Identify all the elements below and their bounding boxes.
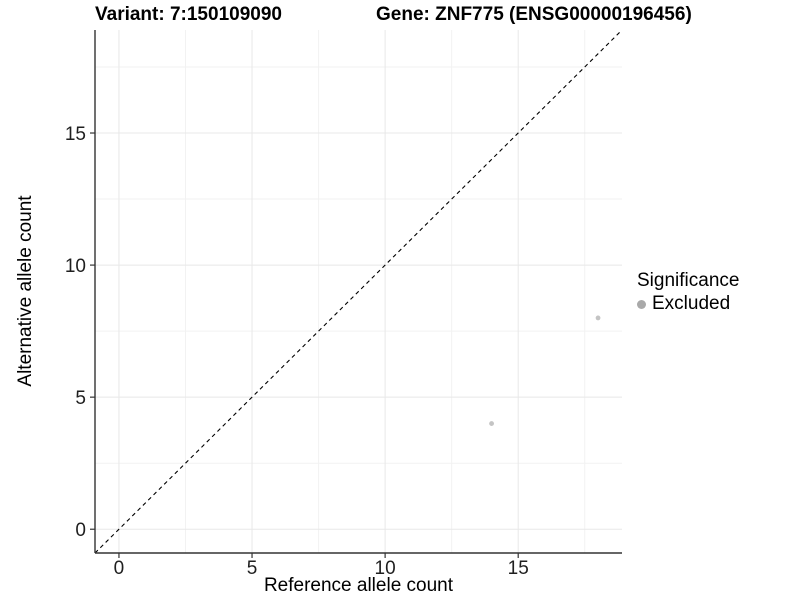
legend: Significance Excluded	[637, 269, 739, 315]
data-point	[595, 315, 601, 321]
x-tick-label: 10	[375, 558, 396, 579]
x-axis-title: Reference allele count	[263, 575, 454, 596]
x-tick-label: 15	[508, 558, 529, 579]
data-point	[489, 421, 494, 426]
plot-title-gene: Gene: ZNF775 (ENSG00000196456)	[376, 4, 692, 25]
y-tick-label: 5	[75, 388, 86, 409]
identity-line	[94, 29, 623, 554]
legend-title: Significance	[637, 270, 740, 291]
y-axis-title: Alternative allele count	[15, 195, 36, 387]
legend-entry-label: Excluded	[652, 293, 731, 314]
x-tick-label: 5	[247, 558, 258, 579]
plot-title-variant: Variant: 7:150109090	[95, 4, 282, 25]
legend-entry: Excluded	[637, 293, 739, 315]
y-tick-label: 0	[75, 520, 86, 541]
y-tick-label: 15	[65, 124, 86, 145]
legend-entries: Excluded	[637, 293, 739, 315]
y-tick-label: 10	[65, 256, 86, 277]
legend-key-dot-icon	[637, 299, 646, 309]
x-tick-label: 0	[114, 558, 125, 579]
